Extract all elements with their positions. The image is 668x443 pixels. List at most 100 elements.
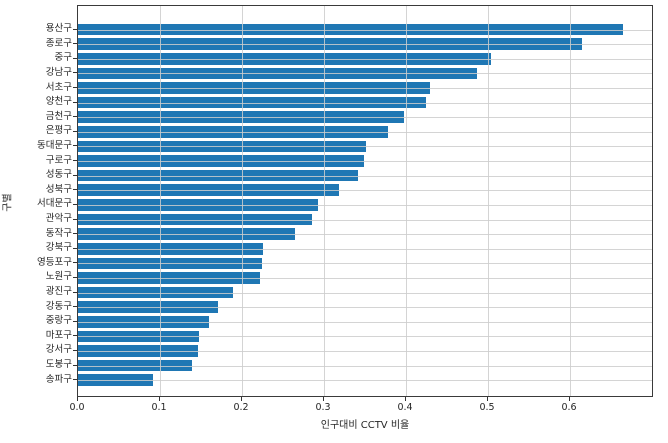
y-tick-label-서초구: 서초구	[45, 81, 72, 93]
bar-금천구	[78, 111, 404, 124]
y-tick-label-구로구: 구로구	[45, 154, 72, 166]
gridline-horizontal	[78, 204, 652, 206]
gridline-vertical	[242, 6, 243, 396]
x-tick-mark	[569, 397, 570, 401]
y-tick-label-중구: 중구	[54, 52, 72, 64]
y-tick-label-동작구: 동작구	[45, 227, 72, 239]
y-tick-label-강서구: 강서구	[45, 344, 72, 356]
y-tick-label-영등포구: 영등포구	[37, 256, 72, 268]
y-tick-label-성동구: 성동구	[45, 169, 72, 181]
y-tick-mark	[73, 101, 77, 103]
y-tick-label-마포구: 마포구	[45, 329, 72, 341]
x-tick-mark	[487, 397, 488, 401]
x-tick-label-0.6: 0.6	[561, 402, 577, 413]
gridline-horizontal	[78, 175, 652, 177]
y-tick-label-노원구: 노원구	[45, 271, 72, 283]
gridline-horizontal	[78, 321, 652, 323]
y-tick-mark	[73, 218, 77, 220]
plot-area	[77, 5, 653, 397]
gridline-horizontal	[78, 190, 652, 192]
y-tick-label-강동구: 강동구	[45, 300, 72, 312]
gridline-vertical	[406, 6, 407, 396]
gridline-vertical	[324, 6, 325, 396]
x-tick-mark	[77, 397, 78, 401]
y-tick-mark	[73, 291, 77, 293]
y-tick-mark	[73, 233, 77, 235]
y-tick-mark	[73, 306, 77, 308]
bar-마포구	[78, 330, 200, 343]
y-tick-mark	[73, 335, 77, 337]
x-tick-label-0.2: 0.2	[233, 402, 249, 413]
x-tick-mark	[159, 397, 160, 401]
bar-중랑구	[78, 315, 210, 328]
y-tick-mark	[73, 276, 77, 278]
gridline-horizontal	[78, 102, 652, 104]
gridline-horizontal	[78, 336, 652, 338]
y-tick-label-관악구: 관악구	[45, 213, 72, 224]
y-tick-mark	[73, 349, 77, 351]
y-tick-label-금천구: 금천구	[45, 110, 72, 122]
x-tick-mark	[323, 397, 324, 401]
y-tick-label-은평구: 은평구	[45, 125, 72, 137]
gridline-horizontal	[78, 380, 652, 382]
gridline-horizontal	[78, 146, 652, 148]
gridline-horizontal	[78, 263, 652, 265]
bar-서초구	[78, 82, 430, 94]
y-tick-mark	[73, 87, 77, 89]
y-tick-label-도봉구: 도봉구	[45, 359, 72, 371]
y-tick-mark	[73, 116, 77, 118]
y-tick-mark	[73, 262, 77, 264]
gridline-horizontal	[78, 88, 652, 90]
y-tick-mark	[73, 174, 77, 176]
gridline-horizontal	[78, 248, 652, 250]
y-tick-mark	[73, 247, 77, 249]
x-tick-label-0.5: 0.5	[479, 402, 495, 413]
gridline-horizontal	[78, 365, 652, 367]
y-tick-label-광진구: 광진구	[45, 286, 72, 298]
bar-강동구	[78, 301, 219, 313]
gridline-horizontal	[78, 73, 652, 75]
y-tick-label-강남구: 강남구	[45, 66, 72, 78]
gridline-horizontal	[78, 350, 652, 352]
y-tick-mark	[73, 364, 77, 366]
y-tick-label-용산구: 용산구	[45, 23, 72, 35]
y-axis-label: 구별	[2, 193, 14, 212]
y-tick-label-성북구: 성북구	[45, 183, 72, 195]
gridline-horizontal	[78, 58, 652, 60]
gridline-horizontal	[78, 277, 652, 279]
gridline-horizontal	[78, 29, 652, 31]
gridline-horizontal	[78, 219, 652, 221]
y-tick-label-서대문구: 서대문구	[37, 198, 72, 210]
gridline-horizontal	[78, 44, 652, 46]
bar-양천구	[78, 96, 426, 109]
y-tick-mark	[73, 203, 77, 205]
gridline-horizontal	[78, 161, 652, 163]
x-tick-label-0.3: 0.3	[315, 402, 331, 413]
x-axis-label: 인구대비 CCTV 비율	[320, 420, 410, 431]
x-tick-mark	[405, 397, 406, 401]
gridline-horizontal	[78, 117, 652, 119]
gridline-horizontal	[78, 307, 652, 309]
y-tick-mark	[73, 72, 77, 74]
x-tick-label-0.4: 0.4	[397, 402, 413, 413]
y-tick-mark	[73, 43, 77, 45]
y-tick-mark	[73, 145, 77, 147]
x-tick-label-0.1: 0.1	[151, 402, 167, 413]
y-tick-mark	[73, 28, 77, 30]
y-tick-mark	[73, 160, 77, 162]
y-tick-label-중랑구: 중랑구	[45, 315, 72, 327]
y-tick-label-송파구: 송파구	[45, 373, 72, 385]
y-tick-mark	[73, 130, 77, 132]
gridline-vertical	[570, 6, 571, 396]
x-tick-mark	[241, 397, 242, 401]
gridline-horizontal	[78, 131, 652, 133]
y-tick-mark	[73, 379, 77, 381]
y-tick-label-강북구: 강북구	[45, 242, 72, 254]
x-tick-label-0.0: 0.0	[69, 402, 85, 413]
y-tick-label-양천구: 양천구	[45, 96, 72, 108]
gridline-vertical	[488, 6, 489, 396]
gridline-vertical	[160, 6, 161, 396]
y-tick-label-종로구: 종로구	[45, 37, 72, 49]
y-tick-label-동대문구: 동대문구	[37, 139, 72, 151]
